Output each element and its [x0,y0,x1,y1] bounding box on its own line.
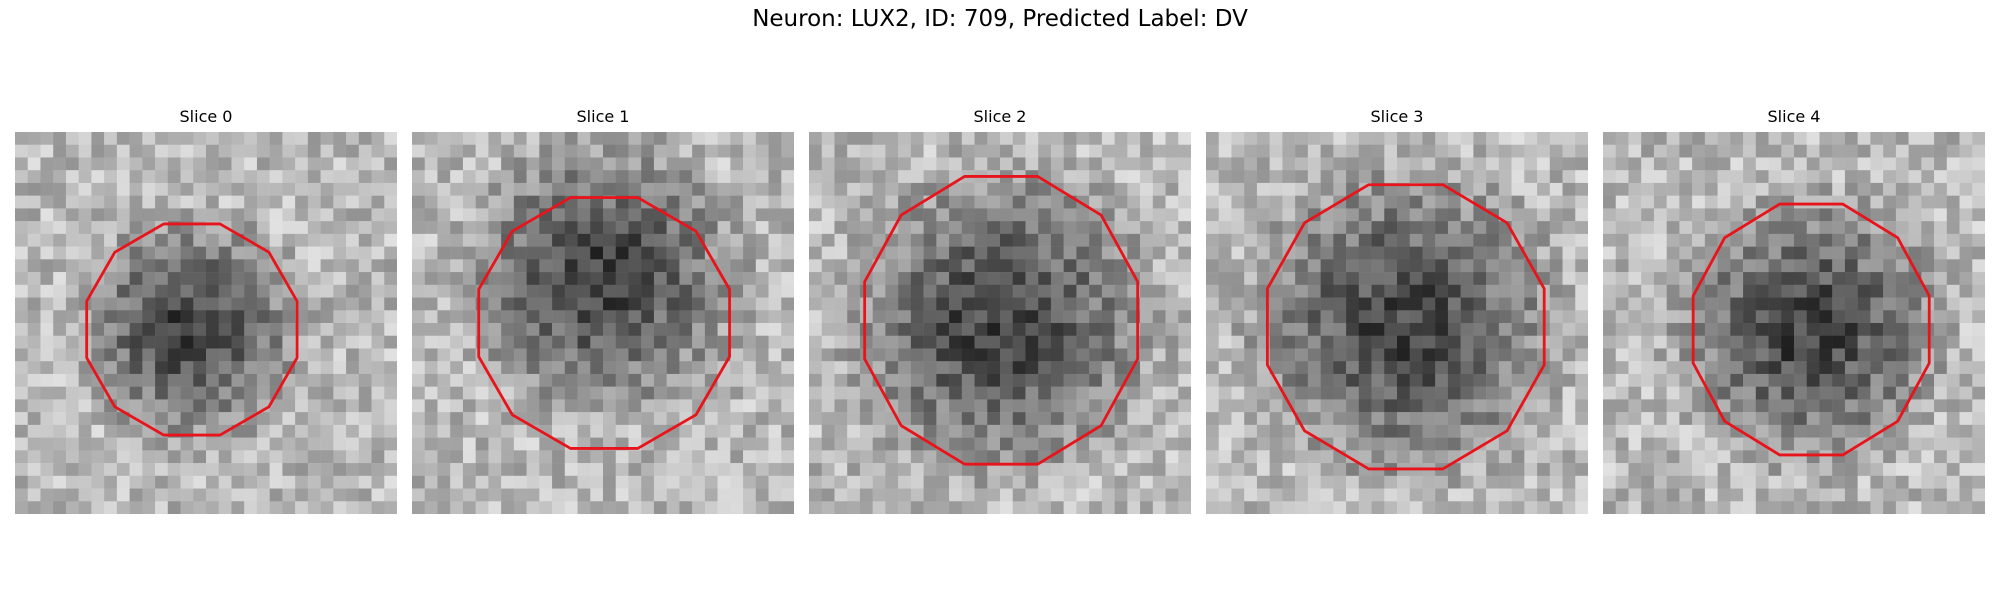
slice-image-3 [1206,132,1588,514]
slice-title-4: Slice 4 [1767,107,1821,126]
slice-panel-3: Slice 3 [1206,104,1588,514]
roi-contour-0 [85,222,299,437]
roi-contour-3 [1265,183,1546,471]
slice-image-2 [809,132,1191,514]
slice-title-0: Slice 0 [179,107,233,126]
roi-contour-2 [863,175,1140,466]
slice-image-1 [412,132,794,514]
slice-title-1: Slice 1 [576,107,630,126]
slice-panel-0: Slice 0 [15,104,397,514]
roi-contour-4 [1691,202,1931,457]
slice-panel-2: Slice 2 [809,104,1191,514]
slice-title-3: Slice 3 [1370,107,1424,126]
roi-contour-1 [477,196,731,450]
slice-title-2: Slice 2 [973,107,1027,126]
slice-image-0 [15,132,397,514]
figure-title: Neuron: LUX2, ID: 709, Predicted Label: … [752,6,1248,32]
slice-panel-1: Slice 1 [412,104,794,514]
slice-panel-4: Slice 4 [1603,104,1985,514]
slice-image-4 [1603,132,1985,514]
